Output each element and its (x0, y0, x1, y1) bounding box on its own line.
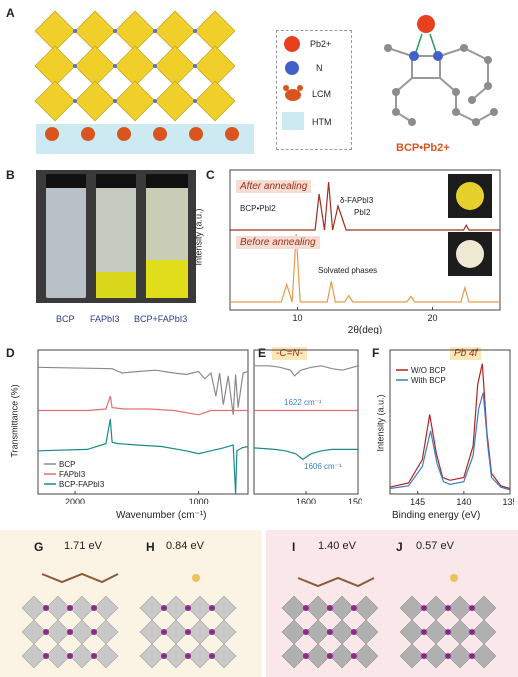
d-legend-label: FAPbI3 (59, 470, 86, 479)
f-xlabel: Binding energy (eV) (392, 510, 481, 521)
panel-label-b: B (6, 168, 15, 182)
c-plot-frame (229, 169, 501, 311)
perovskite-lattice-illustration (34, 10, 254, 154)
molecule-label: BCP•Pb2+ (396, 142, 450, 154)
e-annot-top: 1622 cm⁻¹ (284, 398, 322, 407)
c-annot-before: Before annealing (236, 236, 320, 249)
structure-h-illustration (140, 574, 237, 669)
j-energy: 0.57 eV (416, 540, 454, 552)
d-series-bcp-fapbi3 (37, 418, 249, 495)
panel-label-a: A (6, 6, 15, 20)
htm-swatch-icon (282, 112, 304, 130)
c-annot-after: After annealing (236, 180, 312, 193)
f-xtick-label: 145 (410, 497, 425, 506)
d-legend-label: BCP (59, 460, 75, 469)
d-ylabel: Transmittance (%) (9, 384, 20, 458)
panel-label-h: H (146, 540, 155, 554)
f-plot-frame (389, 349, 511, 495)
e-annot-bottom: 1606 cm⁻¹ (304, 462, 342, 471)
vials-photo (36, 170, 196, 303)
f-series-with-bcp (389, 392, 511, 491)
c-xlabel: 2θ(deg) (348, 325, 382, 334)
pb-ion-icon (284, 36, 300, 52)
d-plot-frame (37, 349, 249, 495)
legend-n-label: N (316, 63, 323, 73)
d-xlabel: Wavenumber (cm⁻¹) (116, 510, 207, 521)
nitrogen-atom-icon (285, 61, 299, 75)
c-series-before-annealing (230, 233, 500, 303)
panel-label-c: C (206, 168, 215, 182)
legend-lcm-label: LCM (312, 89, 332, 99)
f-legend-label: W/O BCP (411, 366, 446, 375)
structure-i-illustration (282, 576, 379, 669)
legend-box (276, 30, 352, 150)
legend-pb-label: Pb2+ (310, 39, 332, 49)
f-series-w-o-bcp (389, 363, 511, 490)
f-xtick-label: 140 (456, 497, 471, 506)
c-peak-delta: δ-FAPbI3 (340, 196, 374, 205)
panel-label-g: G (34, 540, 44, 554)
legend-htm-label: HTM (312, 117, 332, 127)
panel-label-i: I (292, 540, 296, 554)
vial-fapbi3 (96, 180, 136, 298)
e-series-bcp (254, 365, 359, 377)
c-inset-photo-after (448, 174, 492, 218)
c-peak-bcp: BCP•PbI2 (240, 204, 276, 213)
chart-e-ftir-zoom: 1600 1500 (253, 349, 362, 504)
panel-label-d: D (6, 346, 15, 360)
d-series-fapbi3 (38, 395, 248, 416)
c-series-after-annealing (230, 181, 500, 231)
d-legend-label: BCP-FAPbI3 (59, 480, 105, 489)
panel-label-e: E (258, 346, 267, 360)
c-xtick-label: 10 (292, 313, 302, 323)
panel-label-j: J (396, 540, 403, 554)
g-energy: 1.71 eV (64, 540, 102, 552)
f-ylabel: Intensity (a.u.) (375, 394, 386, 452)
c-xtick-label: 20 (427, 313, 437, 323)
vial-label-bcp-fapbi3: BCP+FAPbI3 (134, 314, 188, 324)
e-xtick-label: 1500 (348, 497, 362, 504)
c-solvated: Solvated phases (318, 266, 378, 275)
d-series-bcp (37, 366, 249, 415)
bcp-pb-molecule-illustration (384, 15, 498, 126)
d-xtick-label: 2000 (65, 497, 85, 504)
lcm-crab-icon (283, 85, 303, 101)
e-xtick-label: 1600 (296, 497, 316, 504)
c-ylabel: Intensity (a.u.) (193, 208, 204, 266)
vial-bcp-fapbi3 (146, 180, 188, 298)
vial-label-fapbi3: FAPbI3 (90, 314, 120, 324)
h-energy: 0.84 eV (166, 540, 204, 552)
vial-label-bcp: BCP (56, 314, 75, 324)
e-plot-frame (253, 349, 359, 495)
d-xtick-label: 1000 (189, 497, 209, 504)
vial-bcp (46, 180, 86, 298)
panel-label-f: F (372, 346, 380, 360)
e-series-bcp-fapbi3 (253, 447, 358, 461)
structure-j-illustration (400, 574, 497, 669)
c-inset-photo-before (448, 232, 492, 276)
f-xtick-label: 135 (502, 497, 514, 506)
i-energy: 1.40 eV (318, 540, 356, 552)
f-legend-label: With BCP (411, 376, 446, 385)
structure-g-illustration (22, 572, 119, 669)
chart-c-xrd: 10 20 2θ(deg) (229, 169, 501, 334)
c-peak-pbi2: PbI2 (354, 208, 371, 217)
